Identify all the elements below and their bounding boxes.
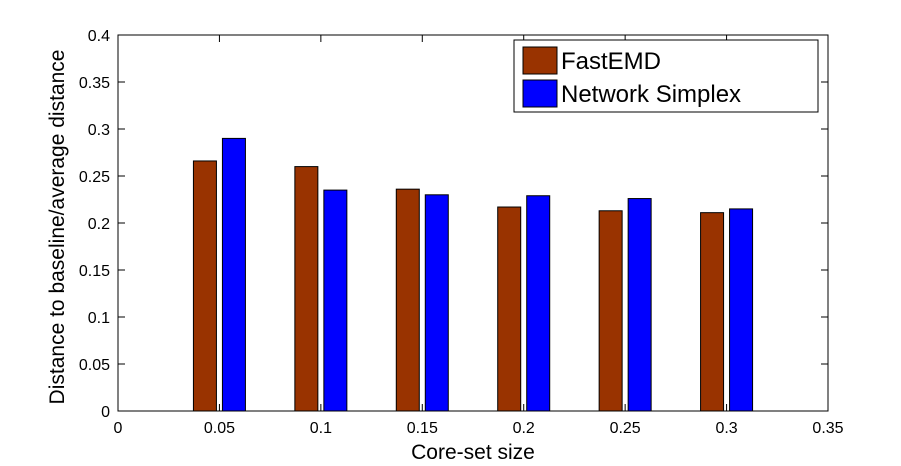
bar-fastemd — [700, 212, 725, 412]
bar-network-simplex — [424, 194, 449, 412]
y-tick-label: 0.15 — [79, 263, 110, 280]
bar-fastemd — [192, 160, 217, 412]
x-axis-label: Core-set size — [411, 441, 535, 464]
y-axis-label: Distance to baseline/average distance — [46, 50, 69, 405]
legend: FastEMD Network Simplex — [513, 39, 819, 113]
y-tick-label: 0.2 — [88, 216, 110, 233]
bar-fastemd — [598, 210, 623, 412]
y-tick-label: 0.25 — [79, 169, 110, 186]
bar-network-simplex — [627, 198, 652, 412]
x-tick-label: 0.2 — [513, 420, 535, 437]
y-tick-label: 0.4 — [88, 28, 110, 45]
bar-network-simplex — [221, 137, 246, 412]
x-tick-label: 0.15 — [407, 420, 438, 437]
x-tick-label: 0.3 — [715, 420, 737, 437]
x-tick-label: 0.25 — [610, 420, 641, 437]
y-tick-label: 0.35 — [79, 75, 110, 92]
bar-network-simplex — [729, 208, 754, 412]
bar-fastemd — [395, 188, 420, 412]
x-tick-label: 0.1 — [310, 420, 332, 437]
x-tick-label: 0 — [114, 420, 123, 437]
bar-fastemd — [294, 166, 319, 412]
bar-fastemd — [497, 206, 522, 412]
legend-label: FastEMD — [561, 48, 661, 75]
legend-box — [513, 39, 819, 113]
bar-network-simplex — [526, 195, 551, 412]
axes-group: 0 0.05 0.1 0.15 0.2 0.25 0.3 0.35 0 0.05 0.1 0.15 0.… — [79, 28, 844, 437]
x-tick-label: 0.05 — [204, 420, 235, 437]
y-tick-label: 0.05 — [79, 357, 110, 374]
bar-network-simplex — [323, 189, 348, 412]
y-tick-label: 0.3 — [88, 122, 110, 139]
bars-group — [192, 137, 754, 412]
y-tick-label: 0.1 — [88, 310, 110, 327]
legend-swatch-network-simplex — [522, 79, 558, 108]
x-tick-label: 0.35 — [812, 420, 843, 437]
legend-label: Network Simplex — [561, 81, 741, 108]
y-tick-label: 0 — [101, 404, 110, 421]
legend-swatch-fastemd — [522, 46, 558, 75]
